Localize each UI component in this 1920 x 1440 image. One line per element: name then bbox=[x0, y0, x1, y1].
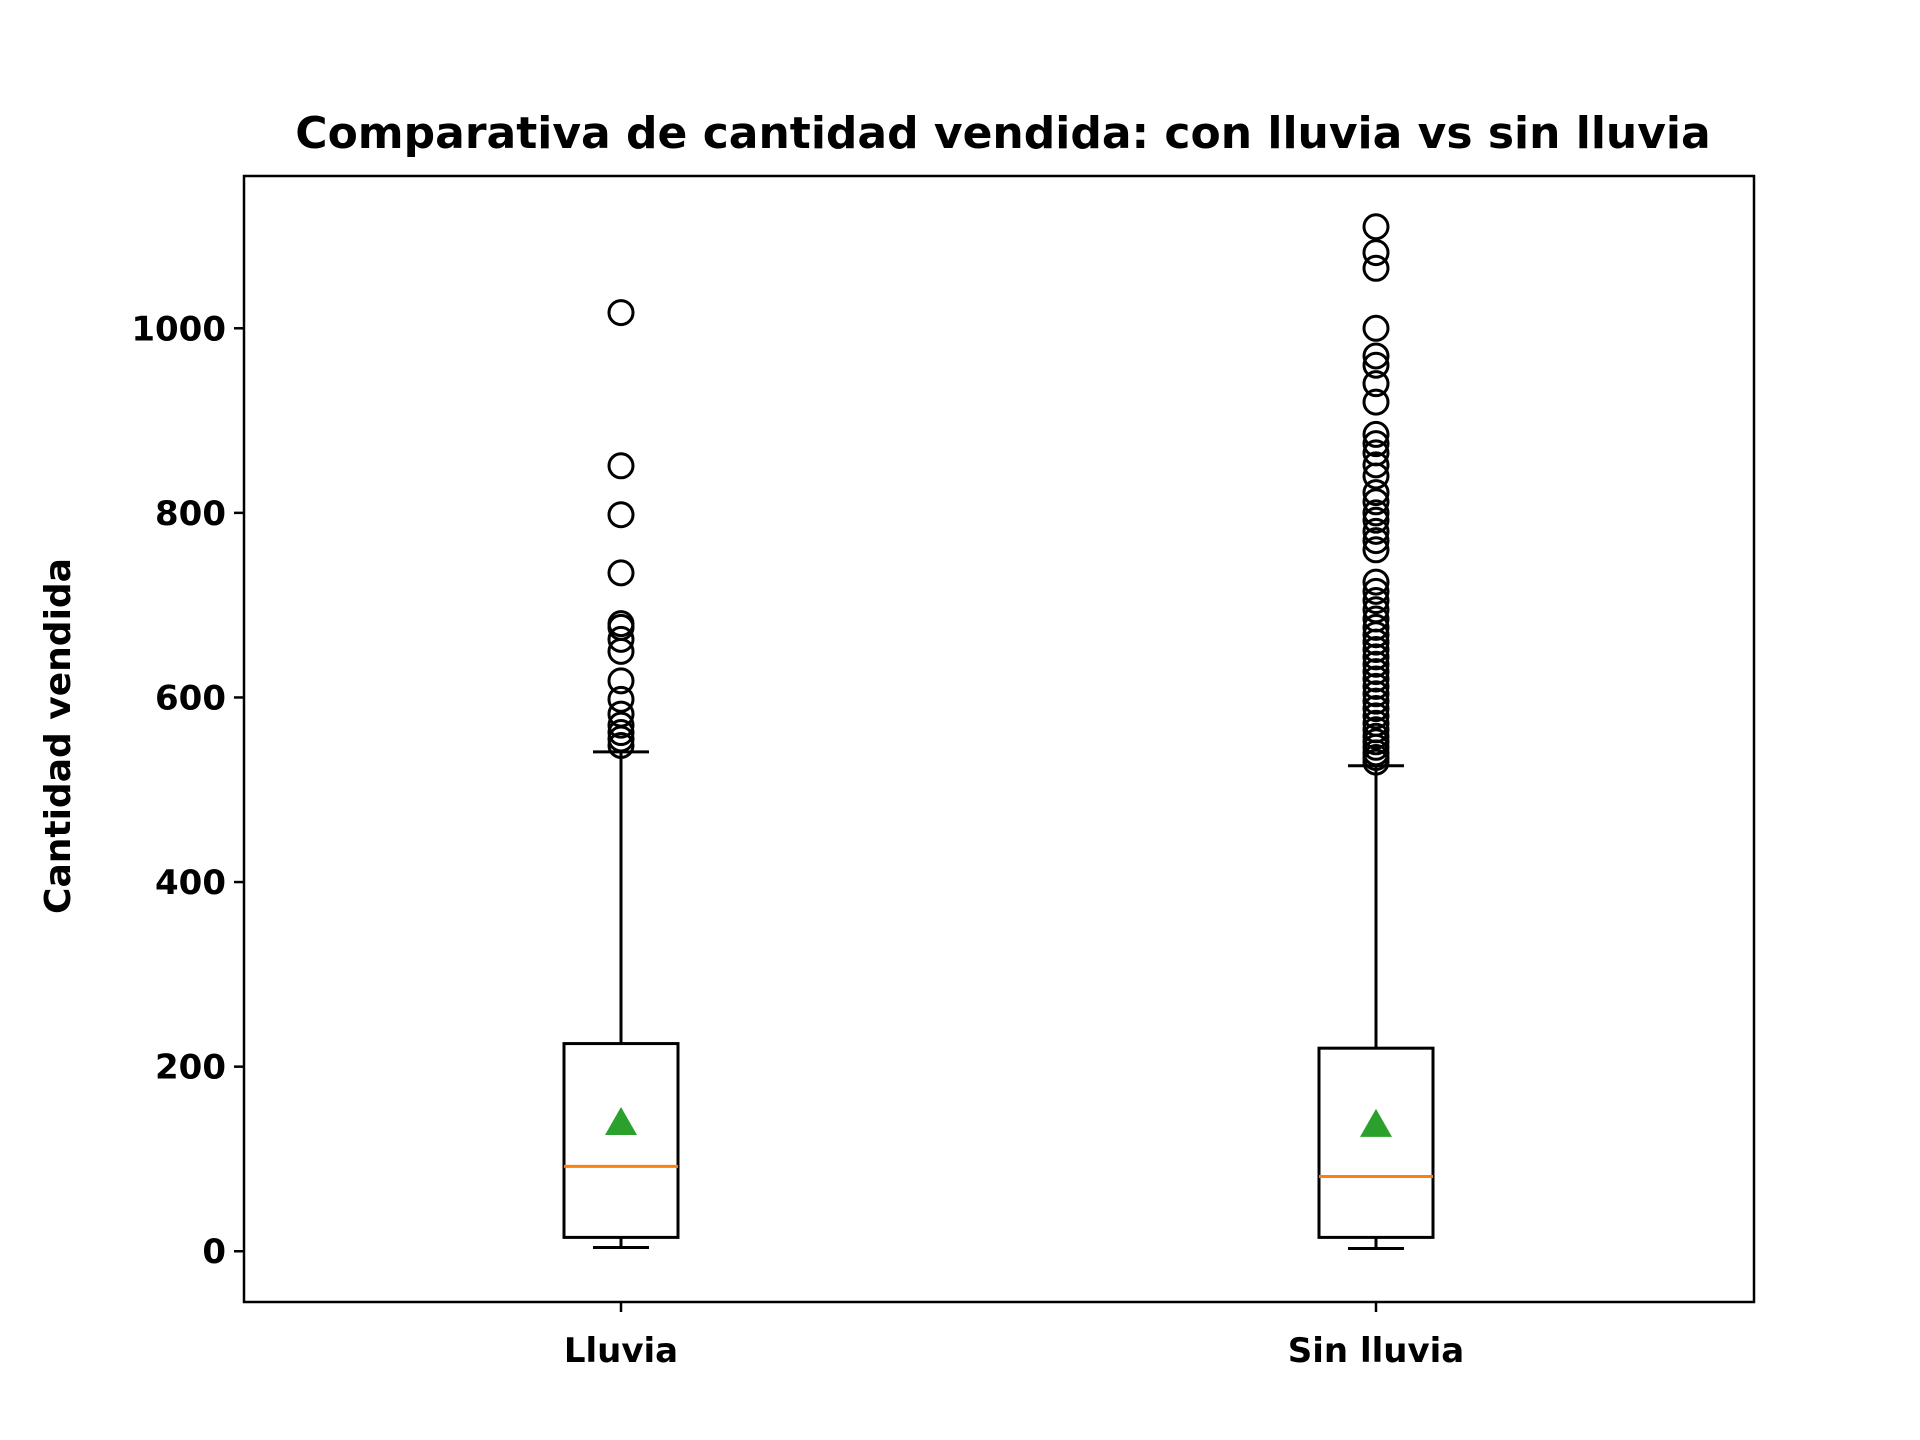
outlier-point bbox=[1362, 650, 1390, 678]
outlier-point bbox=[1362, 577, 1390, 605]
outlier-point bbox=[607, 452, 635, 480]
iqr-box bbox=[1317, 1046, 1435, 1239]
y-tick-label: 600 bbox=[155, 678, 226, 718]
outlier-point bbox=[1362, 517, 1390, 545]
outlier-point bbox=[1362, 613, 1390, 641]
outlier-point bbox=[607, 610, 635, 638]
outlier-point bbox=[1362, 643, 1390, 671]
outlier-point bbox=[1362, 351, 1390, 379]
outlier-point bbox=[1362, 506, 1390, 534]
outlier-point bbox=[1362, 658, 1390, 686]
plot-area: 0 200 400 600 800 1000 Lluvia Sin lluvia bbox=[131, 213, 1464, 1371]
outlier-point bbox=[1362, 568, 1390, 596]
outlier-point bbox=[1362, 254, 1390, 282]
chart-title: Comparativa de cantidad vendida: con llu… bbox=[295, 108, 1710, 159]
outlier-point bbox=[607, 711, 635, 739]
y-tick-label: 400 bbox=[155, 863, 226, 903]
outlier-point bbox=[607, 731, 635, 759]
outlier-point bbox=[1362, 488, 1390, 516]
outlier-point bbox=[1362, 716, 1390, 744]
outlier-point bbox=[607, 700, 635, 728]
outlier-point bbox=[1362, 596, 1390, 624]
outlier-point bbox=[1362, 605, 1390, 633]
outlier-point bbox=[1362, 239, 1390, 267]
outlier-point bbox=[1362, 722, 1390, 750]
outlier-point bbox=[1362, 499, 1390, 527]
outlier-point bbox=[1362, 213, 1390, 241]
outlier-point bbox=[607, 685, 635, 713]
outlier-point bbox=[1362, 672, 1390, 700]
outlier-point bbox=[1362, 587, 1390, 615]
y-tick-label: 0 bbox=[202, 1232, 226, 1272]
outlier-point bbox=[1362, 695, 1390, 723]
mean-marker bbox=[605, 1107, 637, 1136]
x-category-label: Sin lluvia bbox=[1288, 1331, 1464, 1371]
outlier-point bbox=[1362, 709, 1390, 737]
x-category-label: Lluvia bbox=[564, 1331, 678, 1371]
outlier-point bbox=[607, 501, 635, 529]
plot-frame bbox=[242, 174, 1756, 1304]
y-tick-label: 200 bbox=[155, 1048, 226, 1088]
outlier-point bbox=[1362, 680, 1390, 708]
outlier-point bbox=[1362, 314, 1390, 342]
outlier-point bbox=[1362, 665, 1390, 693]
outlier-point bbox=[1362, 420, 1390, 448]
y-tick-label: 1000 bbox=[131, 309, 226, 349]
outlier-point bbox=[607, 667, 635, 695]
mean-marker bbox=[1360, 1108, 1392, 1137]
outlier-point bbox=[1362, 635, 1390, 663]
iqr-box bbox=[562, 1042, 680, 1239]
y-axis-label: Cantidad vendida bbox=[38, 558, 79, 914]
outlier-point bbox=[1362, 702, 1390, 730]
outlier-point bbox=[607, 299, 635, 327]
outlier-point bbox=[1362, 342, 1390, 370]
outlier-point bbox=[1362, 687, 1390, 715]
outlier-point bbox=[1362, 439, 1390, 467]
outlier-point bbox=[1362, 451, 1390, 479]
outlier-point bbox=[607, 559, 635, 587]
outlier-point bbox=[607, 625, 635, 653]
outlier-point bbox=[1362, 527, 1390, 555]
outlier-point bbox=[1362, 430, 1390, 458]
outlier-point bbox=[1362, 388, 1390, 416]
outlier-point bbox=[1362, 536, 1390, 564]
outlier-point bbox=[1362, 479, 1390, 507]
outlier-point bbox=[1362, 370, 1390, 398]
outlier-point bbox=[607, 719, 635, 747]
y-tick-label: 800 bbox=[155, 494, 226, 534]
